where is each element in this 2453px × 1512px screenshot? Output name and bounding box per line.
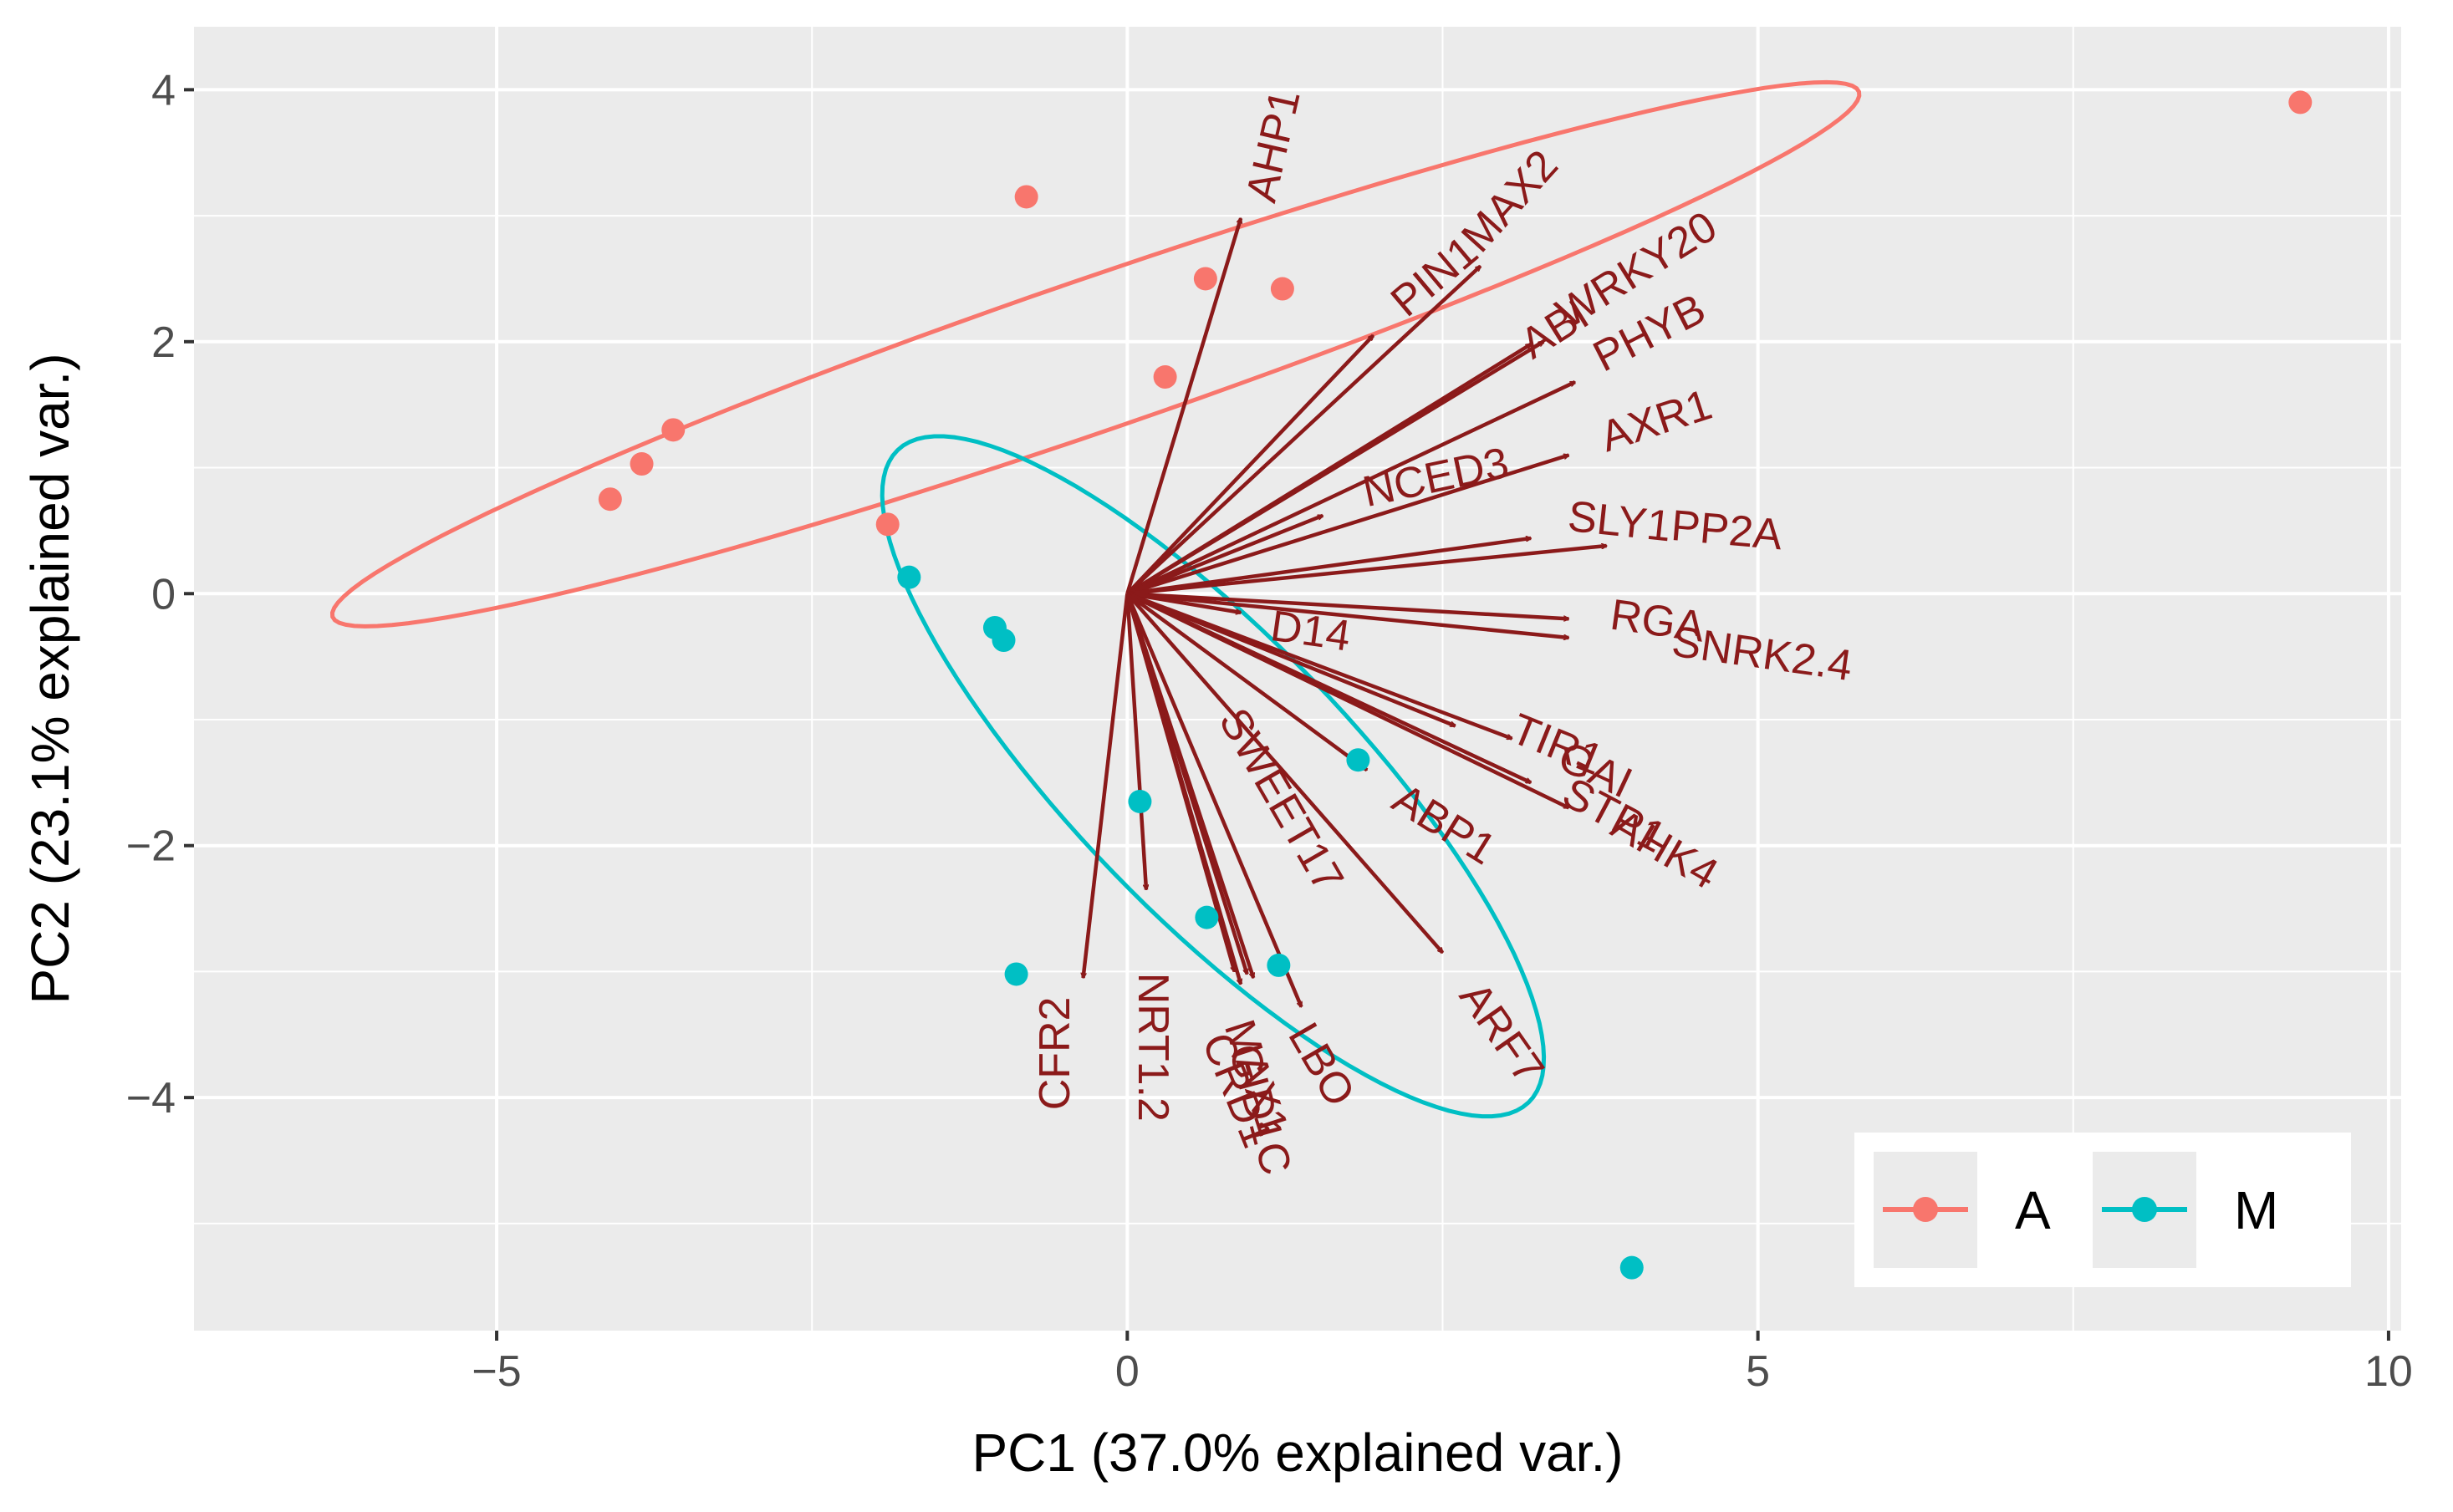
point-group-m (1267, 953, 1291, 977)
point-group-m (1195, 905, 1219, 929)
point-group-m (1004, 962, 1028, 986)
point-group-m (992, 629, 1016, 653)
plot-panel-background (194, 27, 2401, 1331)
variable-label-nrt1-2: NRT1.2 (1129, 973, 1177, 1122)
arrow-pin1 (1125, 335, 1375, 595)
major-gridlines (194, 27, 2401, 1331)
point-group-a (1270, 277, 1294, 301)
y-tick-label: 2 (151, 318, 176, 367)
variable-label-pp2a: PP2A (1669, 501, 1784, 559)
x-tick-label: 5 (1746, 1347, 1770, 1396)
y-tick-label: 4 (151, 66, 176, 115)
arrow-max2 (1125, 264, 1480, 595)
point-group-a (598, 487, 622, 512)
x-tick-label: −5 (472, 1347, 521, 1396)
arrow-nced3 (1126, 513, 1323, 596)
y-tick-label: 0 (151, 570, 176, 619)
variable-label-cfr2: CFR2 (1031, 997, 1079, 1111)
arrow-sly1 (1127, 538, 1531, 596)
arrow-ahp1 (1125, 218, 1241, 594)
legend-key-m-point (2132, 1197, 2157, 1222)
ellipse-a (329, 79, 1862, 629)
point-group-a (630, 452, 654, 476)
arrow-gid1c (1125, 593, 1256, 978)
arrow-arf7 (1125, 592, 1445, 953)
point-group-m (1619, 1255, 1644, 1280)
point-group-m (897, 565, 921, 589)
legend: A M (1854, 1133, 2351, 1287)
minor-gridlines (194, 27, 2401, 1331)
arrow-nrt1-2 (1125, 593, 1146, 889)
legend-key-a-point (1913, 1197, 1938, 1222)
arrow-crd1 (1125, 593, 1234, 971)
ellipse-m (880, 434, 1547, 1119)
point-group-a (661, 418, 686, 442)
legend-label-m: M (2234, 1180, 2278, 1240)
arrow-abp1 (1126, 592, 1367, 772)
arrow-axr1 (1126, 453, 1568, 596)
legend-label-a: A (2015, 1180, 2051, 1240)
arrow-cfr2 (1084, 593, 1130, 978)
x-tick-label: 10 (2364, 1347, 2413, 1396)
y-tick-label: −2 (126, 822, 176, 871)
point-group-m (1128, 789, 1152, 813)
x-axis-title: PC1 (37.0% explained var.) (972, 1423, 1623, 1483)
arrow-wrky20 (1126, 339, 1543, 596)
arrow-snrk2-4 (1127, 592, 1568, 638)
loading-arrows (1084, 218, 1607, 1007)
y-axis-ticks: 4 2 0 −2 −4 (126, 66, 194, 1123)
x-tick-label: 0 (1115, 1347, 1140, 1396)
point-group-a (1193, 267, 1217, 291)
point-group-a (1014, 185, 1038, 209)
point-group-a (2288, 90, 2313, 115)
arrow-pp2a (1127, 546, 1606, 596)
group-ellipses (329, 79, 1862, 1119)
point-group-m (1346, 748, 1370, 772)
arrow-stp1 (1126, 592, 1568, 810)
arrow-ahk4 (1126, 592, 1455, 728)
x-axis-ticks: −5 0 5 10 (472, 1331, 2413, 1396)
point-group-a (1153, 365, 1177, 389)
y-axis-title: PC2 (23.1% explained var.) (20, 353, 80, 1004)
arrow-phyb (1126, 380, 1575, 596)
variable-label-d14: D14 (1267, 602, 1354, 661)
variable-label-sly1: SLY1 (1566, 492, 1674, 552)
arrow-rga (1127, 592, 1568, 619)
y-tick-label: −4 (126, 1074, 176, 1123)
point-group-a (875, 512, 900, 537)
arrow-lbo (1125, 593, 1303, 1006)
sample-points (598, 90, 2313, 1280)
